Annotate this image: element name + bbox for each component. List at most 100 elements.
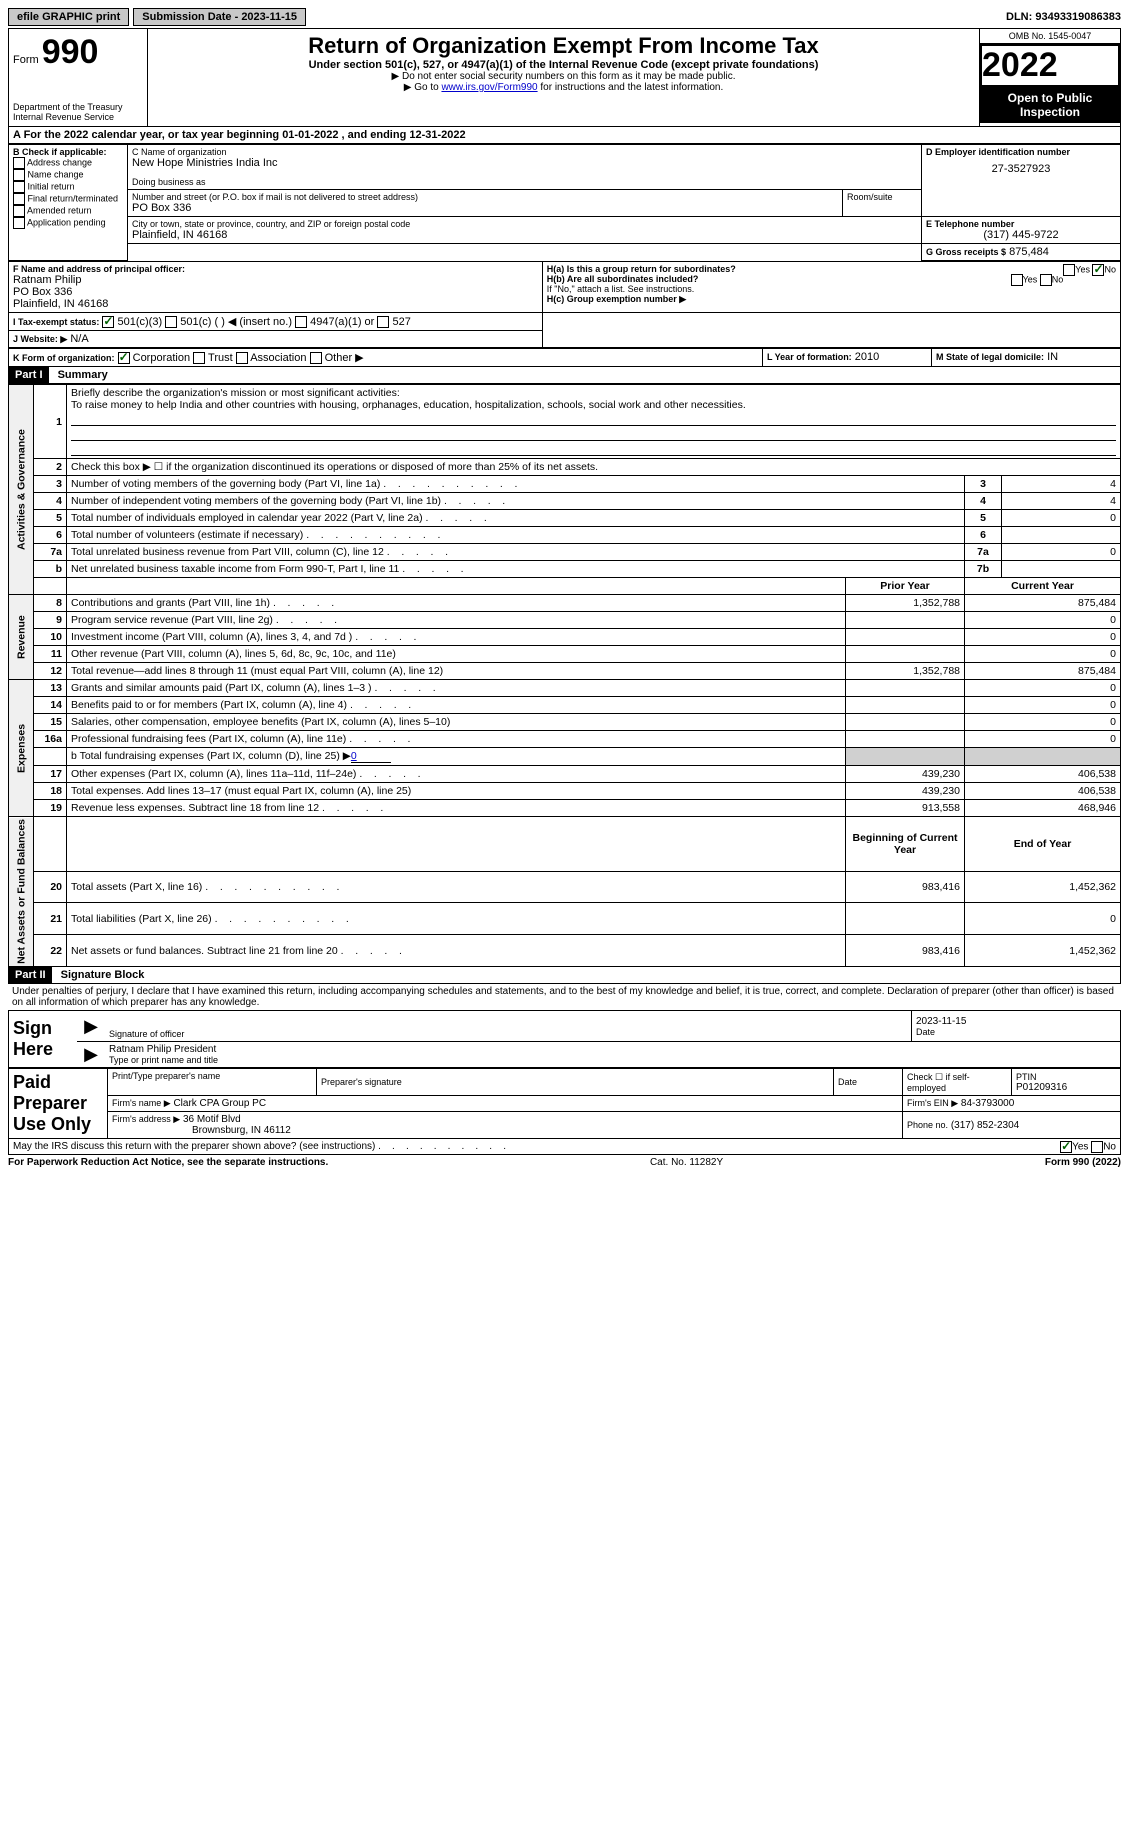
- discuss-no[interactable]: [1091, 1141, 1103, 1153]
- type-name-label: Type or print name and title: [109, 1055, 1116, 1065]
- no-label: No: [1104, 264, 1116, 274]
- footer-paperwork: For Paperwork Reduction Act Notice, see …: [8, 1157, 328, 1168]
- ln18-prior: 439,230: [846, 783, 965, 800]
- ln4-text: Number of independent voting members of …: [71, 495, 441, 507]
- cb-4947[interactable]: [295, 316, 307, 328]
- ln20-curr: 1,452,362: [965, 871, 1121, 903]
- cb-501c[interactable]: [165, 316, 177, 328]
- checkbox-amended[interactable]: [13, 205, 25, 217]
- ln18-text: Total expenses. Add lines 13–17 (must eq…: [71, 785, 411, 797]
- sig-date: 2023-11-15: [916, 1016, 1116, 1027]
- cb-corp[interactable]: [118, 352, 130, 364]
- opt-final: Final return/terminated: [28, 193, 119, 203]
- ln12-text: Total revenue—add lines 8 through 11 (mu…: [71, 665, 443, 677]
- cb-other[interactable]: [310, 352, 322, 364]
- dept-label: Department of the Treasury: [13, 102, 143, 112]
- header-table: Form 990 Department of the Treasury Inte…: [8, 28, 1121, 127]
- officer-printed-name: Ratnam Philip President: [109, 1044, 1116, 1055]
- ln9-prior: [846, 612, 965, 629]
- checkbox-initial[interactable]: [13, 181, 25, 193]
- footer: For Paperwork Reduction Act Notice, see …: [8, 1157, 1121, 1168]
- col-current: Current Year: [965, 578, 1121, 595]
- sign-arrow-1: ▶: [77, 1011, 105, 1042]
- ein-value: 27-3527923: [926, 163, 1116, 175]
- tax-status-label: I Tax-exempt status:: [13, 317, 99, 327]
- opt-trust: Trust: [208, 352, 233, 364]
- ln10-curr: 0: [965, 629, 1121, 646]
- ln19-prior: 913,558: [846, 800, 965, 817]
- opt-name-change: Name change: [28, 169, 84, 179]
- checkbox-pending[interactable]: [13, 217, 25, 229]
- checkbox-addr-change[interactable]: [13, 157, 25, 169]
- firm-ein-label: Firm's EIN ▶: [907, 1098, 958, 1108]
- officer-name: Ratnam Philip: [13, 274, 538, 286]
- irs-link[interactable]: www.irs.gov/Form990: [441, 82, 537, 93]
- prep-date-label: Date: [838, 1077, 898, 1087]
- discuss-yes-label: Yes: [1072, 1142, 1088, 1153]
- checkbox-name-change[interactable]: [13, 169, 25, 181]
- ln17-num: 17: [34, 766, 67, 783]
- ln5-num: 5: [34, 510, 67, 527]
- ln22-text: Net assets or fund balances. Subtract li…: [71, 945, 338, 957]
- col-prior: Prior Year: [846, 578, 965, 595]
- submission-date: Submission Date - 2023-11-15: [133, 8, 306, 26]
- discuss-no-label: No: [1103, 1142, 1116, 1153]
- ln10-text: Investment income (Part VIII, column (A)…: [71, 631, 352, 643]
- ln7b-num: b: [34, 561, 67, 578]
- cb-trust[interactable]: [193, 352, 205, 364]
- omb-label: OMB No. 1545-0047: [980, 29, 1120, 44]
- firm-name-label: Firm's name ▶: [112, 1098, 171, 1108]
- ha-no[interactable]: [1092, 264, 1104, 276]
- discuss-yes[interactable]: [1060, 1141, 1072, 1153]
- ln17-text: Other expenses (Part IX, column (A), lin…: [71, 768, 356, 780]
- ln21-prior: [846, 903, 965, 935]
- hb-yes[interactable]: [1011, 274, 1023, 286]
- ln14-curr: 0: [965, 697, 1121, 714]
- year-formation-label: L Year of formation:: [767, 352, 852, 362]
- entity-table: B Check if applicable: Address change Na…: [8, 144, 1121, 261]
- ein-label: D Employer identification number: [926, 147, 1116, 157]
- ln17-curr: 406,538: [965, 766, 1121, 783]
- hb-no[interactable]: [1040, 274, 1052, 286]
- side-governance: Activities & Governance: [9, 385, 34, 595]
- ln19-curr: 468,946: [965, 800, 1121, 817]
- ln11-prior: [846, 646, 965, 663]
- opt-4947: 4947(a)(1) or: [310, 316, 374, 328]
- ln21-curr: 0: [965, 903, 1121, 935]
- ln20-num: 20: [34, 871, 67, 903]
- ln4-val: 4: [1002, 493, 1121, 510]
- ha-yes[interactable]: [1063, 264, 1075, 276]
- ln3-box: 3: [965, 476, 1002, 493]
- phone-label: E Telephone number: [926, 219, 1116, 229]
- part1-title: Summary: [52, 369, 108, 381]
- ln16b-grey2: [965, 748, 1121, 766]
- yes-label2: Yes: [1023, 274, 1038, 284]
- room-label: Room/suite: [847, 192, 917, 202]
- officer-addr2: Plainfield, IN 46168: [13, 298, 538, 310]
- ln5-val: 0: [1002, 510, 1121, 527]
- tax-year: 2022: [980, 44, 1120, 87]
- sign-here-label: Sign Here: [13, 1018, 53, 1059]
- ptin-label: PTIN: [1016, 1072, 1116, 1082]
- phone-value: (317) 445-9722: [926, 229, 1116, 241]
- ln21-text: Total liabilities (Part X, line 26): [71, 913, 212, 925]
- irs-label: Internal Revenue Service: [13, 112, 143, 122]
- ln6-text: Total number of volunteers (estimate if …: [71, 529, 303, 541]
- cb-527[interactable]: [377, 316, 389, 328]
- side-net-assets: Net Assets or Fund Balances: [9, 817, 34, 967]
- cb-assoc[interactable]: [236, 352, 248, 364]
- cb-501c3[interactable]: [102, 316, 114, 328]
- ln22-num: 22: [34, 935, 67, 967]
- efile-button[interactable]: efile GRAPHIC print: [8, 8, 129, 26]
- ln21-num: 21: [34, 903, 67, 935]
- ln7b-val: [1002, 561, 1121, 578]
- col-end: End of Year: [965, 817, 1121, 871]
- ln10-num: 10: [34, 629, 67, 646]
- firm-phone: (317) 852-2304: [951, 1120, 1019, 1131]
- hc-label: H(c) Group exemption number ▶: [547, 294, 1116, 305]
- ln15-prior: [846, 714, 965, 731]
- city-value: Plainfield, IN 46168: [132, 229, 917, 241]
- checkbox-final[interactable]: [13, 193, 25, 205]
- prep-name-label: Print/Type preparer's name: [112, 1071, 312, 1081]
- top-bar: efile GRAPHIC print Submission Date - 20…: [8, 8, 1121, 26]
